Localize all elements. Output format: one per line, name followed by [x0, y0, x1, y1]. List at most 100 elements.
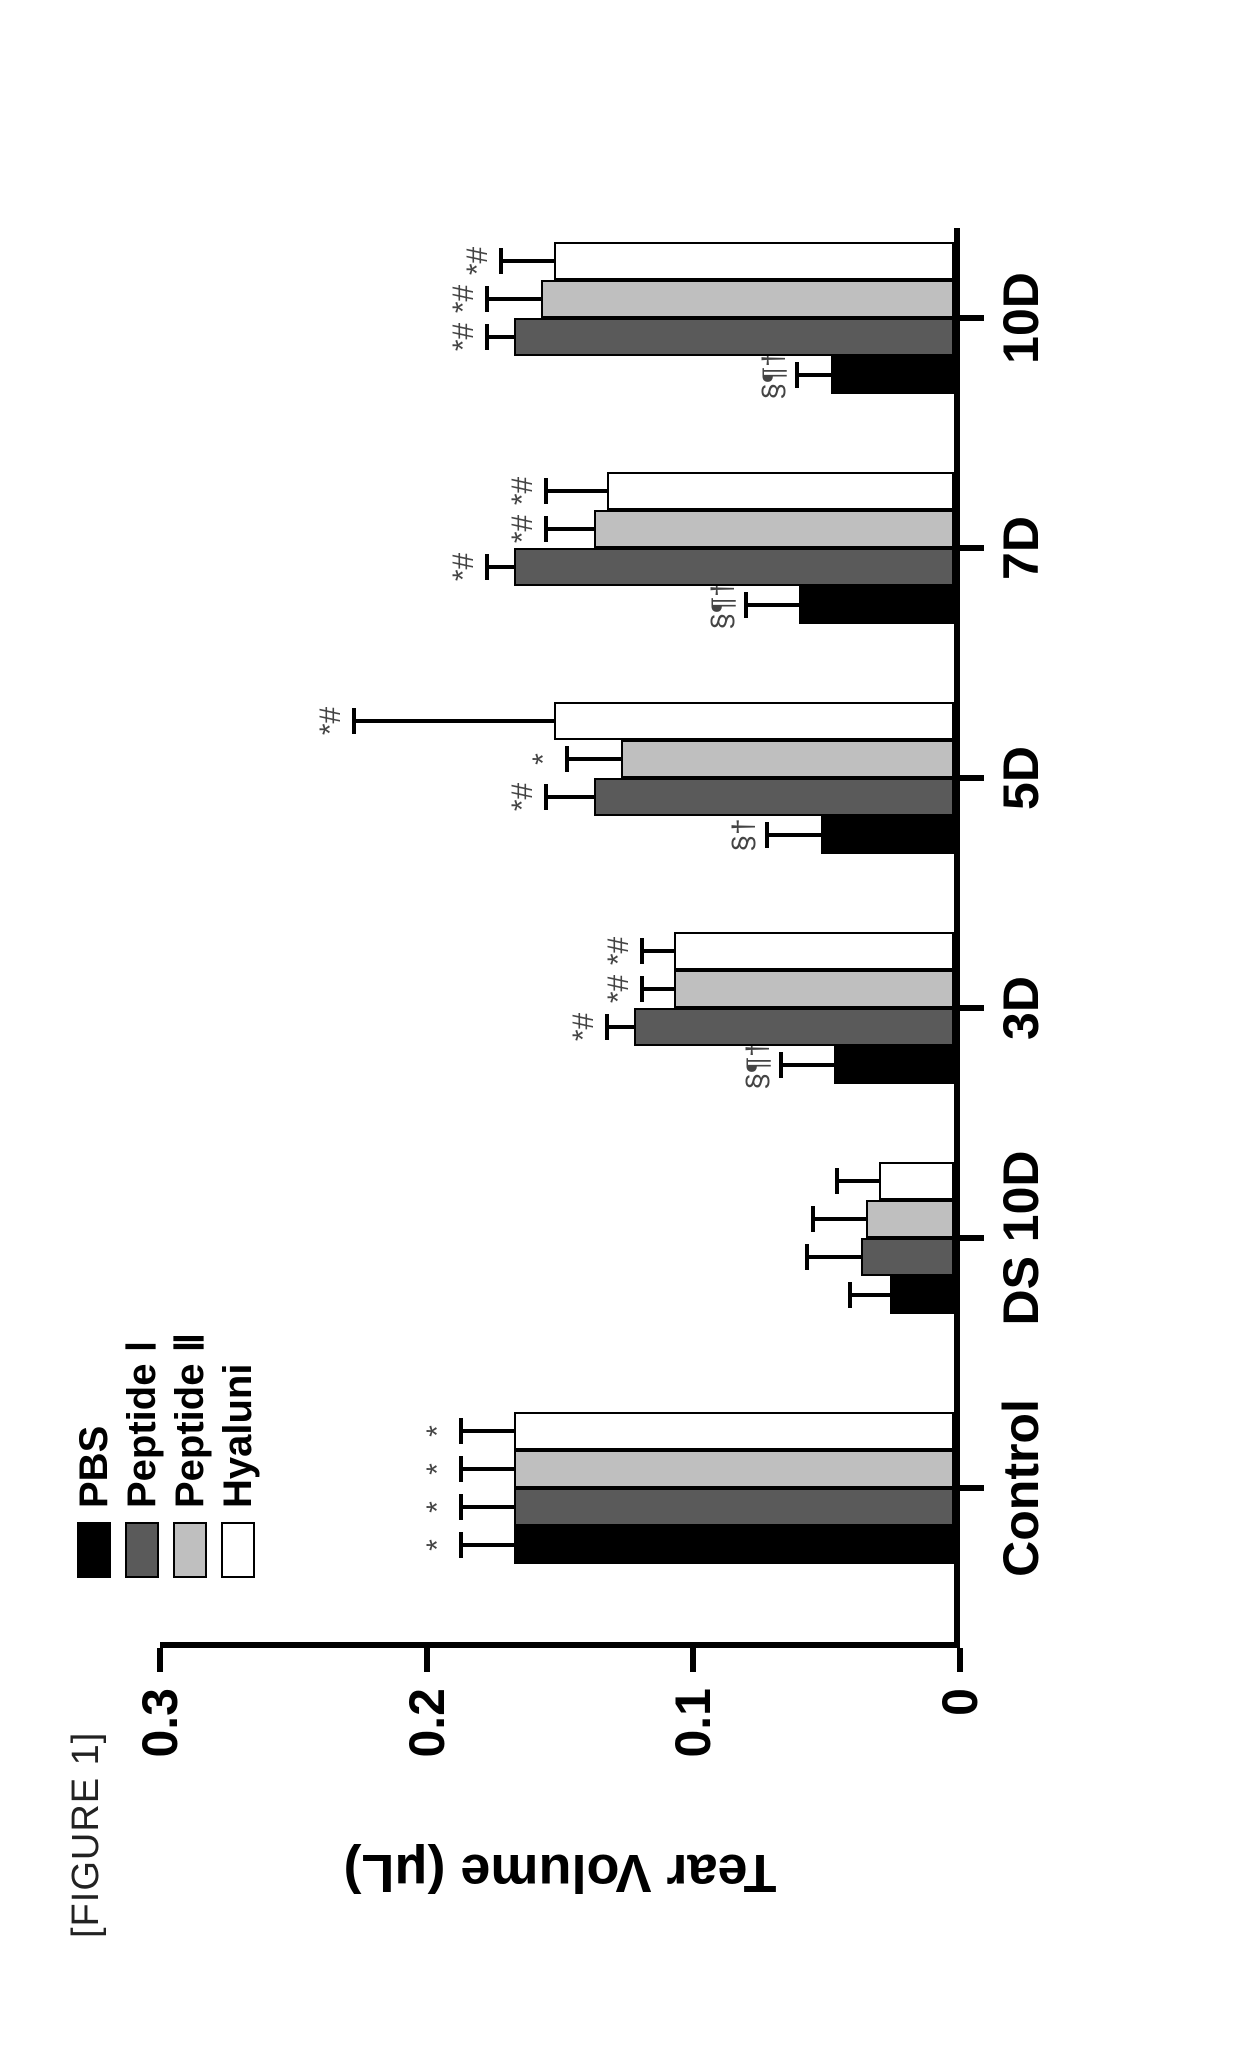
error-cap	[640, 976, 644, 1002]
bar-slot: §¶†	[160, 1046, 954, 1084]
bar-slot: §¶†	[160, 586, 954, 624]
bar	[831, 356, 954, 394]
bar	[514, 1488, 954, 1526]
error-bar	[461, 1467, 514, 1471]
error-cap	[565, 746, 569, 772]
legend-item-pbs: PBS	[70, 1333, 118, 1578]
error-cap	[485, 554, 489, 580]
bar-slot: *#	[160, 548, 954, 586]
bar-slot: *#	[160, 510, 954, 548]
bar-slot	[160, 1200, 954, 1238]
x-tick	[960, 545, 984, 551]
error-bar	[813, 1217, 866, 1221]
bar	[674, 932, 954, 970]
error-bar	[546, 527, 594, 531]
error-bar	[607, 1025, 634, 1029]
x-tick-label: 3D	[992, 976, 1050, 1040]
significance-label: *	[527, 753, 561, 765]
legend-label: Peptide Ⅰ	[119, 1341, 165, 1508]
error-bar	[797, 373, 832, 377]
legend-label: PBS	[72, 1426, 117, 1508]
error-cap	[835, 1168, 839, 1194]
significance-label: §†	[727, 818, 761, 851]
bar	[834, 1046, 954, 1084]
x-tick-label: DS 10D	[992, 1150, 1050, 1325]
y-tick	[690, 1648, 696, 1672]
bar-slot: *	[160, 1488, 954, 1526]
error-cap	[795, 362, 799, 388]
error-cap	[848, 1282, 852, 1308]
error-bar	[487, 297, 540, 301]
bar	[621, 740, 954, 778]
error-cap	[459, 1532, 463, 1558]
x-tick	[960, 1005, 984, 1011]
significance-label: *#	[314, 707, 348, 735]
significance-label: *#	[447, 553, 481, 581]
error-cap	[485, 286, 489, 312]
significance-label: §¶†	[706, 580, 740, 629]
bar	[554, 702, 954, 740]
error-bar	[546, 795, 594, 799]
bar	[861, 1238, 954, 1276]
bar	[799, 586, 954, 624]
error-bar	[487, 565, 514, 569]
error-bar	[767, 833, 820, 837]
y-tick-label: 0.2	[398, 1688, 456, 1798]
plot-area: 00.10.20.3****§¶†*#*#*#§†*#**#§¶†*#*#*#§…	[160, 228, 960, 1648]
x-tick-label: 7D	[992, 516, 1050, 580]
page: [FIGURE 1] Tear Volume (μL) PBS Peptide …	[0, 0, 1240, 2068]
bar-slot: *#	[160, 970, 954, 1008]
bar	[674, 970, 954, 1008]
significance-label: *	[421, 1463, 455, 1475]
bar	[514, 1526, 954, 1564]
bar-slot: *#	[160, 778, 954, 816]
y-axis-label: Tear Volume (μL)	[343, 1842, 776, 1904]
significance-label: §¶†	[757, 350, 791, 399]
error-cap	[544, 516, 548, 542]
error-bar	[461, 1505, 514, 1509]
bar	[514, 1450, 954, 1488]
bar	[607, 472, 954, 510]
error-bar	[354, 719, 554, 723]
error-cap	[459, 1418, 463, 1444]
significance-label: *#	[602, 975, 636, 1003]
bar	[554, 242, 954, 280]
bar-slot: *#	[160, 932, 954, 970]
error-cap	[805, 1244, 809, 1270]
significance-label: *#	[447, 323, 481, 351]
error-bar	[781, 1063, 834, 1067]
bar-slot	[160, 1238, 954, 1276]
error-bar	[461, 1543, 514, 1547]
error-bar	[642, 987, 674, 991]
bar	[514, 318, 954, 356]
error-bar	[567, 757, 620, 761]
error-cap	[544, 784, 548, 810]
significance-label: *	[421, 1501, 455, 1513]
error-bar	[807, 1255, 860, 1259]
bar-slot: *#	[160, 280, 954, 318]
significance-label: *#	[602, 937, 636, 965]
figure-label: [FIGURE 1]	[65, 1732, 108, 1938]
error-bar	[487, 335, 514, 339]
x-tick-label: 10D	[992, 272, 1050, 364]
significance-label: *#	[461, 247, 495, 275]
significance-label: *#	[567, 1013, 601, 1041]
x-tick	[960, 1485, 984, 1491]
chart-area: 00.10.20.3****§¶†*#*#*#§†*#**#§¶†*#*#*#§…	[160, 228, 1060, 1648]
error-bar	[461, 1429, 514, 1433]
x-tick	[960, 1235, 984, 1241]
bar	[866, 1200, 954, 1238]
error-bar	[837, 1179, 880, 1183]
bar	[514, 1412, 954, 1450]
error-bar	[850, 1293, 890, 1297]
error-cap	[779, 1052, 783, 1078]
error-cap	[744, 592, 748, 618]
y-tick	[957, 1648, 963, 1672]
bar	[514, 548, 954, 586]
y-tick-label: 0.1	[664, 1688, 722, 1798]
bar-slot	[160, 1276, 954, 1314]
bar	[541, 280, 954, 318]
x-tick	[960, 775, 984, 781]
bar-slot: *	[160, 1526, 954, 1564]
error-cap	[459, 1494, 463, 1520]
